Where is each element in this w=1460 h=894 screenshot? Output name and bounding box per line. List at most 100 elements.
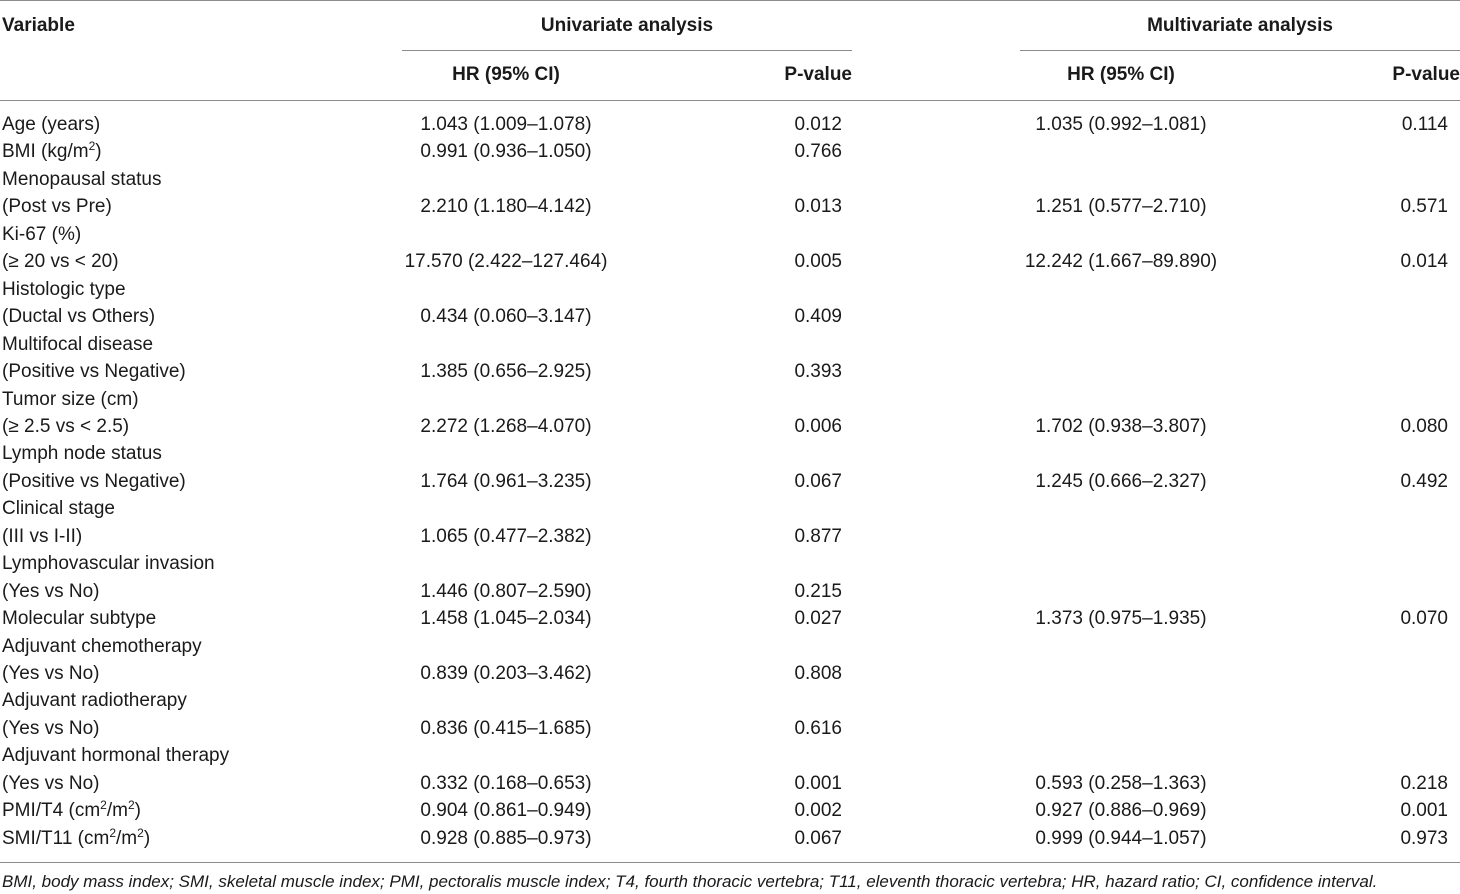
univariate-p: 0.808 (794, 663, 842, 684)
table-row: Lymphovascular invasion (0, 552, 1460, 579)
row-label: Adjuvant radiotherapy (2, 690, 187, 711)
table-row: Adjuvant radiotherapy (0, 689, 1460, 716)
univariate-hr: 1.065 (0.477–2.382) (420, 526, 592, 547)
row-label: (Positive vs Negative) (2, 471, 186, 492)
table-row: (Yes vs No) 0.836 (0.415–1.685) 0.616 (0, 717, 1460, 744)
row-label: (Yes vs No) (2, 581, 100, 602)
table-row: (III vs I-II) 1.065 (0.477–2.382) 0.877 (0, 525, 1460, 552)
univariate-p: 0.393 (794, 361, 842, 382)
table-row: Ki-67 (%) (0, 223, 1460, 250)
row-label: (≥ 20 vs < 20) (2, 251, 119, 272)
univariate-hr: 0.836 (0.415–1.685) (420, 718, 592, 739)
univariate-hr: 2.272 (1.268–4.070) (420, 416, 592, 437)
multivariate-hr: 1.251 (0.577–2.710) (1035, 196, 1207, 217)
univariate-p: 0.005 (794, 251, 842, 272)
table-row: (Positive vs Negative) 1.385 (0.656–2.925… (0, 360, 1460, 387)
row-label: Multifocal disease (2, 334, 154, 355)
multivariate-hr: 1.035 (0.992–1.081) (1035, 114, 1207, 135)
table-row: (Positive vs Negative) 1.764 (0.961–3.235… (0, 470, 1460, 497)
header-uni-p: P-value (784, 64, 852, 85)
univariate-hr: 0.928 (0.885–0.973) (420, 828, 592, 849)
header-univariate: Univariate analysis (540, 15, 714, 36)
multivariate-p: 0.014 (1400, 251, 1448, 272)
header-rule (0, 100, 1460, 101)
univariate-p: 0.616 (794, 718, 842, 739)
table-row: Lymph node status (0, 442, 1460, 469)
univariate-p: 0.006 (794, 416, 842, 437)
univariate-hr: 2.210 (1.180–4.142) (420, 196, 592, 217)
univariate-p: 0.409 (794, 306, 842, 327)
row-label: (III vs I-II) (2, 526, 83, 547)
univariate-p: 0.067 (794, 828, 842, 849)
row-label: Tumor size (cm) (2, 389, 139, 410)
univariate-hr: 0.904 (0.861–0.949) (420, 800, 592, 821)
multivariate-hr: 0.927 (0.886–0.969) (1035, 800, 1207, 821)
multivariate-p: 0.571 (1400, 196, 1448, 217)
multivariate-p: 0.218 (1400, 773, 1448, 794)
table-row: Age (years) 1.043 (1.009–1.078) 0.012 1.035… (0, 113, 1460, 140)
bottom-rule (0, 862, 1460, 863)
row-label: Adjuvant chemotherapy (2, 636, 202, 657)
row-label: (Yes vs No) (2, 718, 100, 739)
table-row: (Yes vs No) 0.332 (0.168–0.653) 0.001 0.593… (0, 772, 1460, 799)
table-row: (Yes vs No) 1.446 (0.807–2.590) 0.215 (0, 580, 1460, 607)
table-row: Adjuvant chemotherapy (0, 635, 1460, 662)
table-row: PMI/T4 (cm2/m2) 0.904 (0.861–0.949) 0.002 0… (0, 799, 1460, 826)
row-label: Lymphovascular invasion (2, 553, 215, 574)
row-label: Menopausal status (2, 169, 162, 190)
univariate-hr: 17.570 (2.422–127.464) (404, 251, 608, 272)
multivariate-hr: 1.245 (0.666–2.327) (1035, 471, 1207, 492)
multivariate-hr: 12.242 (1.667–89.890) (1024, 251, 1218, 272)
univariate-hr: 1.446 (0.807–2.590) (420, 581, 592, 602)
row-label: Lymph node status (2, 443, 162, 464)
row-label: Molecular subtype (2, 608, 157, 629)
table-row: Adjuvant hormonal therapy (0, 744, 1460, 771)
header-variable: Variable (2, 15, 75, 36)
table-row: (Ductal vs Others) 0.434 (0.060–3.147) 0.4… (0, 305, 1460, 332)
header-multivariate: Multivariate analysis (1147, 15, 1333, 36)
table-row: (Yes vs No) 0.839 (0.203–3.462) 0.808 (0, 662, 1460, 689)
multivariate-p: 0.973 (1400, 828, 1448, 849)
table-row: SMI/T11 (cm2/m2) 0.928 (0.885–0.973) 0.067… (0, 827, 1460, 854)
row-label: Histologic type (2, 279, 126, 300)
row-label: Age (years) (2, 114, 101, 135)
univariate-p: 0.002 (794, 800, 842, 821)
univariate-hr: 0.434 (0.060–3.147) (420, 306, 592, 327)
table-row: Molecular subtype 1.458 (1.045–2.034) 0.02… (0, 607, 1460, 634)
table-row: Clinical stage (0, 497, 1460, 524)
univariate-p: 0.001 (794, 773, 842, 794)
univariate-p: 0.877 (794, 526, 842, 547)
table-row: BMI (kg/m2) 0.991 (0.936–1.050) 0.766 (0, 140, 1460, 167)
multivariate-hr: 1.373 (0.975–1.935) (1035, 608, 1207, 629)
univariate-p: 0.067 (794, 471, 842, 492)
table-row: (≥ 2.5 vs < 2.5) 2.272 (1.268–4.070) 0.006… (0, 415, 1460, 442)
row-label: (Yes vs No) (2, 663, 100, 684)
multivariate-rule (1020, 50, 1460, 51)
univariate-hr: 1.385 (0.656–2.925) (420, 361, 592, 382)
table-row: (≥ 20 vs < 20) 17.570 (2.422–127.464) 0.00… (0, 250, 1460, 277)
univariate-hr: 0.991 (0.936–1.050) (420, 141, 592, 162)
univariate-p: 0.012 (794, 114, 842, 135)
row-label: (Post vs Pre) (2, 196, 112, 217)
row-label: (≥ 2.5 vs < 2.5) (2, 416, 130, 437)
univariate-hr: 1.043 (1.009–1.078) (420, 114, 592, 135)
univariate-rule (402, 50, 852, 51)
multivariate-p: 0.114 (1401, 114, 1448, 135)
univariate-p: 0.215 (794, 581, 842, 602)
univariate-hr: 1.764 (0.961–3.235) (420, 471, 592, 492)
multivariate-p: 0.070 (1400, 608, 1448, 629)
multivariate-hr: 1.702 (0.938–3.807) (1035, 416, 1207, 437)
univariate-p: 0.013 (794, 196, 842, 217)
header-multi-p: P-value (1392, 64, 1460, 85)
multivariate-p: 0.492 (1400, 471, 1448, 492)
row-label: (Positive vs Negative) (2, 361, 186, 382)
multivariate-p: 0.080 (1400, 416, 1448, 437)
table-row: Histologic type (0, 278, 1460, 305)
table-row: Tumor size (cm) (0, 388, 1460, 415)
row-label: BMI (kg/m2) (2, 139, 102, 162)
table-row: Multifocal disease (0, 333, 1460, 360)
univariate-p: 0.027 (794, 608, 842, 629)
row-label: SMI/T11 (cm2/m2) (2, 826, 151, 849)
row-label: Ki-67 (%) (2, 224, 82, 245)
